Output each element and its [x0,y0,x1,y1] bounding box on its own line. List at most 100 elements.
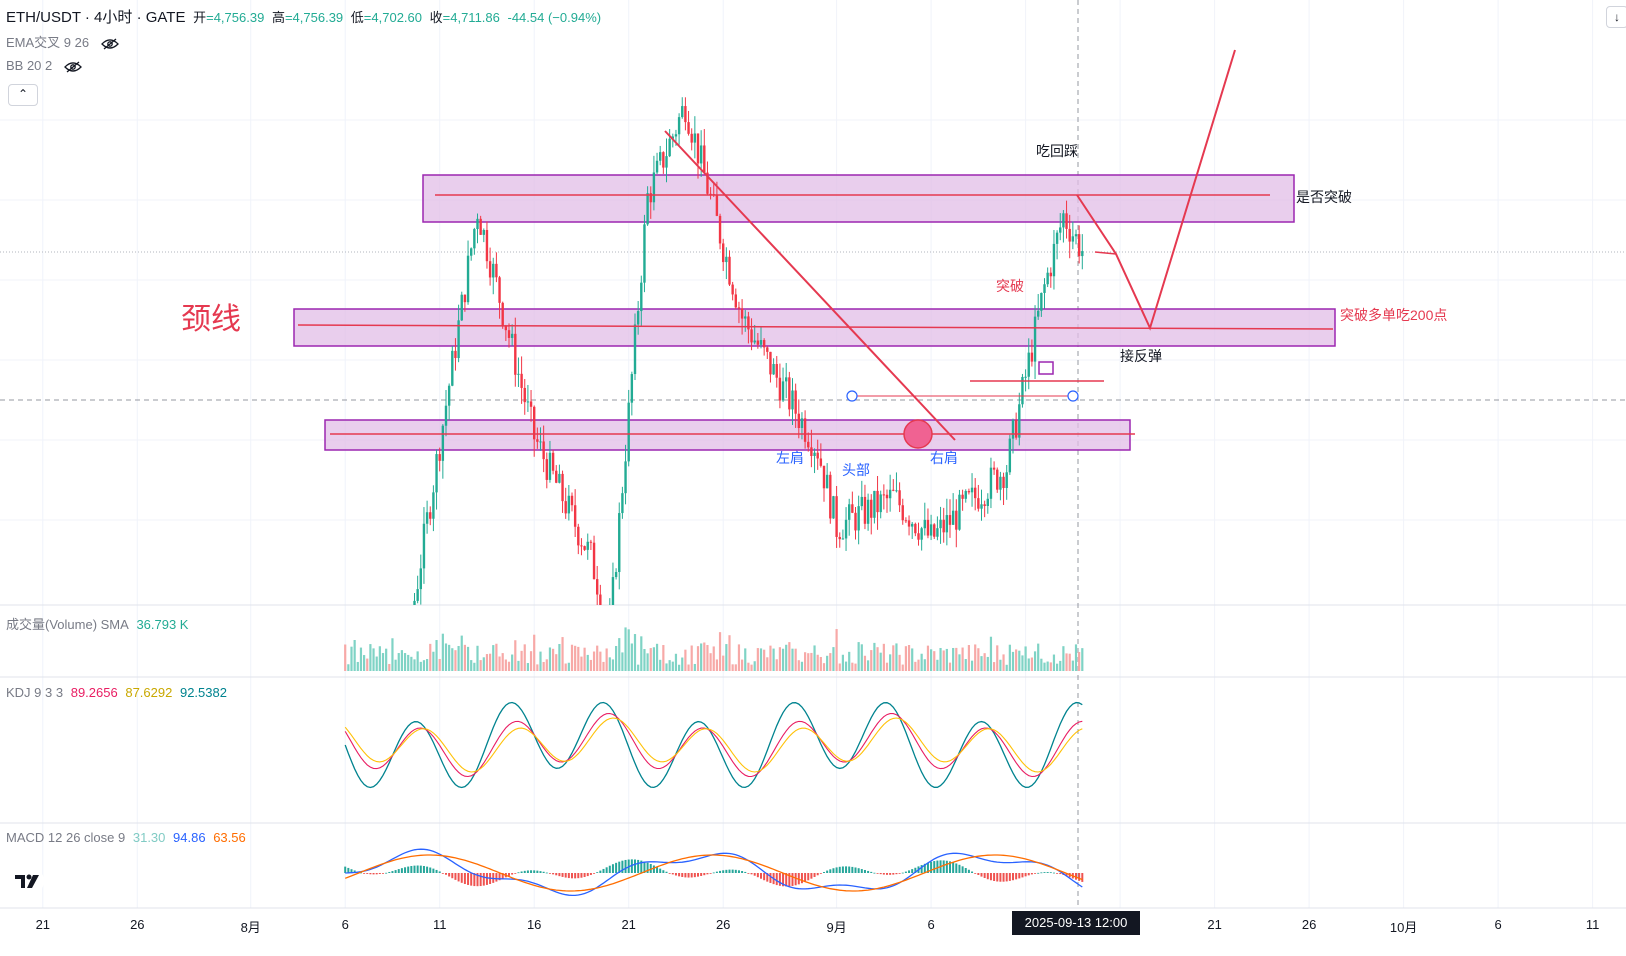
pullback-annotation[interactable]: 吃回踩 [1036,143,1078,159]
volume-bar [463,644,466,671]
drawings[interactable] [297,49,1334,449]
macd-hist-bar [904,871,907,873]
candle-body [681,106,684,118]
macd-hist-bar [1065,873,1068,877]
candle-body [722,243,725,263]
neckline-annotation[interactable]: 颈线 [181,303,241,336]
macd-hist-bar [533,870,536,873]
breakout-long-annotation[interactable]: 突破多单吃200点 [1340,307,1448,323]
candle-body [416,589,419,601]
eye-off-icon[interactable] [63,61,82,73]
volume-bar [813,645,816,671]
neckline-line[interactable] [297,324,1334,330]
candle-body [640,282,643,312]
volume-bar [1052,654,1056,671]
macd-hist-bar [800,873,803,884]
right-shoulder-annotation[interactable]: 右肩 [930,450,958,466]
breakout-annotation[interactable]: 突破 [996,278,1024,294]
volume-bar [429,643,432,671]
candle-body [671,136,674,139]
volume-bar [797,660,800,671]
volume-bar [775,659,778,671]
volume-bar [983,653,986,671]
volume-bar [819,656,822,671]
eye-off-icon[interactable] [100,38,119,50]
kdj-legend[interactable]: KDJ 9 3 3 89.2656 87.6292 92.5382 [6,685,231,700]
volume-legend[interactable]: 成交量(Volume) SMA 36.793 K [6,614,192,633]
support-zone[interactable] [324,419,1131,451]
volume-bar [633,634,637,671]
head-annotation[interactable]: 头部 [842,462,870,478]
volume-bar [800,661,804,671]
macd-hist-bar [382,873,384,874]
candle-body [980,504,983,509]
volume-bar [378,646,381,671]
candle-body [485,229,489,262]
macd-hist-bar [407,866,410,873]
volume-bar [778,647,781,671]
macd-hist-bar [750,873,753,875]
volume-bar [674,653,678,671]
anchor-handle[interactable] [1067,390,1079,402]
candle-body [914,523,917,534]
candle-body [907,520,911,527]
change-value: -44.54 (−0.94%) [507,10,602,25]
macd-hist-bar [678,873,681,877]
macd-legend[interactable]: MACD 12 26 close 9 31.30 94.86 63.56 [6,830,250,845]
candle-body [618,513,621,573]
breakout-box[interactable] [1038,361,1054,375]
catch-rebound-annotation[interactable]: 接反弹 [1120,348,1162,364]
candle-body [577,526,580,546]
volume-bar [504,659,507,671]
candle-body [901,505,904,521]
bb-legend[interactable]: BB 20 2 [6,58,82,73]
macd-hist-bar [605,867,608,873]
candle-body [951,510,955,525]
breakout-question-annotation[interactable]: 是否突破 [1296,189,1352,205]
candle-body [851,504,854,513]
candle-body [977,498,980,509]
macd-hist-bar [476,873,479,887]
scroll-down-button[interactable]: ↓ [1606,6,1626,28]
macd-hist-bar [652,865,655,873]
macd-hist-bar [914,867,917,873]
collapse-legend-button[interactable]: ⌃ [8,84,38,106]
crosshair-time-label: 2025-09-13 12:00 [1012,911,1140,935]
volume-bar [907,644,911,671]
macd-hist-bar [769,873,772,883]
macd-hist-bar [394,870,397,873]
descending-trendline[interactable] [664,130,956,441]
volume-bar [952,647,955,671]
ema-legend[interactable]: EMA交叉 9 26 [6,32,119,51]
kdj-k-value: 89.2656 [70,685,118,700]
volume-bar [693,663,696,671]
volume-bar [681,657,684,671]
volume-bar [1059,660,1062,671]
projection-path[interactable] [1076,49,1236,331]
volume-bar [539,651,542,671]
macd-hist-bar [731,869,734,873]
macd-hist-bar [876,873,879,874]
anchor-handle[interactable] [846,390,858,402]
candle-body [955,510,958,530]
tradingview-logo[interactable] [10,866,44,896]
volume-bar [763,649,766,671]
candle-body [372,838,374,857]
resistance-zone[interactable] [422,174,1295,223]
macd-hist-bar [964,868,967,873]
volume-bars [344,627,1084,671]
candle-body [564,501,567,514]
candle-body [926,519,930,536]
volume-bar [643,649,646,671]
left-shoulder-annotation[interactable]: 左肩 [776,450,804,466]
volume-bar [996,645,999,671]
right-shoulder-marker[interactable] [903,419,933,449]
volume-bar [460,635,463,671]
macd-hist-bar [517,872,520,874]
macd-hist-bar [671,873,674,875]
candle-body [1074,234,1078,237]
candle-body [863,496,867,524]
symbol-title[interactable]: ETH/USDT · 4小时 · GATE [6,9,186,26]
macd-hist-bar [873,872,876,874]
